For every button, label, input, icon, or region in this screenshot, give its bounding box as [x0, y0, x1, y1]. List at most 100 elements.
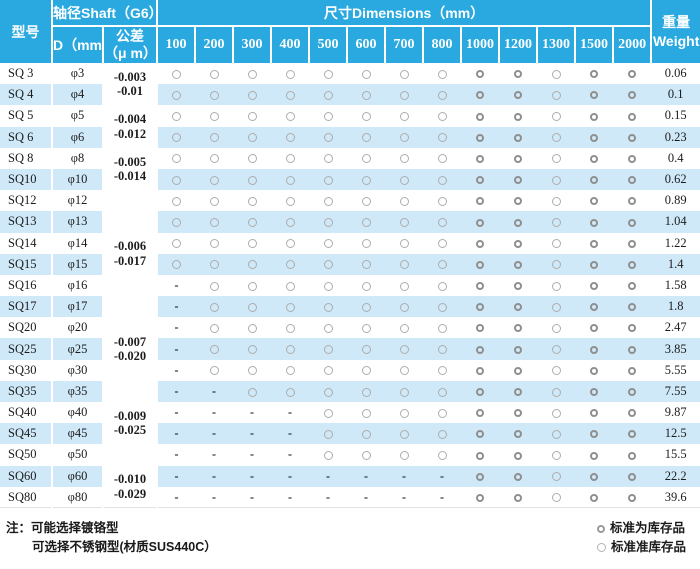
stock-circle-icon — [476, 472, 484, 481]
availability-cell — [537, 465, 575, 487]
stock-circle-icon — [590, 366, 598, 375]
availability-cell — [347, 232, 385, 254]
semi-stock-circle-icon — [551, 218, 561, 228]
availability-cell — [157, 84, 195, 106]
not-available-dash: - — [288, 468, 292, 483]
availability-cell — [347, 126, 385, 148]
model-cell: SQ15 — [0, 253, 53, 275]
semi-stock-circle-icon — [437, 154, 447, 164]
availability-cell — [499, 126, 537, 148]
availability-cell — [309, 147, 347, 169]
shaft-spec-table: 型号 轴径Shaft（G6） 尺寸Dimensions（mm） 重量 Weigh… — [0, 0, 700, 509]
availability-cell — [499, 253, 537, 275]
semi-stock-circle-icon — [399, 260, 409, 270]
availability-cell — [423, 402, 461, 424]
semi-stock-circle-icon — [209, 69, 219, 79]
availability-cell — [537, 84, 575, 106]
semi-stock-circle-icon — [399, 112, 409, 122]
semi-stock-circle-icon — [437, 90, 447, 100]
semi-stock-circle-icon — [209, 302, 219, 312]
not-available-dash: - — [174, 489, 179, 504]
weight-column-header: 重量 Weight — [651, 0, 700, 63]
availability-cell — [423, 147, 461, 169]
availability-cell: - — [157, 444, 195, 466]
availability-cell — [233, 296, 271, 318]
semi-stock-circle-icon — [399, 387, 409, 397]
semi-stock-circle-icon — [399, 451, 409, 461]
table-row: SQ 3 φ3 -0.003 -0.01 0.06 — [0, 63, 700, 106]
availability-cell — [347, 402, 385, 424]
stock-circle-icon — [476, 493, 484, 502]
stock-circle-icon — [590, 324, 598, 333]
availability-cell — [347, 84, 385, 106]
availability-cell — [195, 105, 233, 127]
availability-cell — [499, 84, 537, 106]
size-column-header-300: 300 — [233, 26, 272, 63]
table-row: SQ35 φ35 -0.009 -0.025- -7.55 — [0, 380, 700, 466]
availability-cell — [613, 359, 652, 381]
availability-cell — [385, 211, 423, 233]
availability-cell — [537, 168, 575, 191]
semi-stock-circle-icon — [399, 69, 409, 79]
availability-cell: - — [157, 338, 195, 360]
availability-cell — [461, 168, 499, 191]
availability-cell: - — [423, 486, 461, 508]
availability-cell — [461, 338, 499, 360]
stock-circle-icon — [628, 366, 637, 375]
stock-circle-icon — [590, 133, 598, 142]
model-cell: SQ30 — [0, 359, 53, 381]
semi-stock-circle-icon — [172, 133, 181, 143]
not-available-dash: - — [174, 447, 179, 462]
availability-cell: - — [157, 486, 195, 508]
stock-circle-icon — [476, 70, 484, 79]
semi-stock-circle-icon — [551, 366, 561, 376]
stock-circle-icon — [628, 430, 637, 439]
availability-cell — [385, 232, 423, 254]
stock-circle-icon — [476, 218, 484, 227]
availability-cell — [613, 402, 652, 424]
availability-cell — [271, 317, 309, 339]
semi-stock-circle-icon — [551, 90, 561, 100]
availability-cell — [423, 190, 461, 212]
legend-label-stock: 标准为库存品 — [609, 521, 685, 536]
tolerance-cell: -0.010 -0.029 — [103, 465, 158, 508]
semi-stock-circle-icon — [551, 345, 561, 355]
availability-cell — [537, 105, 575, 127]
availability-cell: - — [195, 444, 233, 466]
availability-cell — [499, 274, 537, 297]
availability-cell — [575, 84, 613, 106]
availability-cell — [271, 338, 309, 360]
availability-cell — [537, 380, 575, 402]
semi-stock-circle-icon — [361, 218, 371, 228]
availability-cell — [613, 147, 652, 169]
model-cell: SQ 8 — [0, 147, 53, 169]
size-column-header-500: 500 — [309, 26, 348, 63]
semi-stock-circle-icon — [437, 408, 447, 418]
size-column-header-600: 600 — [347, 26, 386, 63]
legend-label-semi: 标准准库存品 — [610, 540, 686, 555]
availability-cell — [423, 105, 461, 127]
not-available-dash: - — [402, 468, 406, 483]
semi-stock-circle-icon — [551, 196, 561, 206]
stock-circle-icon — [476, 303, 484, 312]
availability-cell — [157, 126, 195, 148]
availability-cell — [423, 380, 461, 402]
availability-cell — [195, 84, 233, 106]
availability-cell — [271, 211, 309, 233]
model-cell: SQ 3 — [0, 63, 53, 85]
availability-cell — [461, 126, 499, 148]
weight-cell: 15.5 — [651, 444, 700, 466]
not-available-dash: - — [288, 405, 292, 420]
semi-stock-circle-icon — [247, 133, 257, 143]
availability-cell: - — [157, 402, 195, 424]
diameter-cell: φ35 — [52, 380, 104, 402]
availability-cell — [309, 338, 347, 360]
tolerance-value: -0.029 — [113, 486, 147, 501]
availability-cell — [385, 444, 423, 466]
availability-cell — [423, 63, 461, 85]
not-available-dash: - — [288, 447, 292, 462]
availability-cell — [537, 147, 575, 169]
model-column-header: 型号 — [0, 0, 53, 63]
availability-cell — [385, 296, 423, 318]
